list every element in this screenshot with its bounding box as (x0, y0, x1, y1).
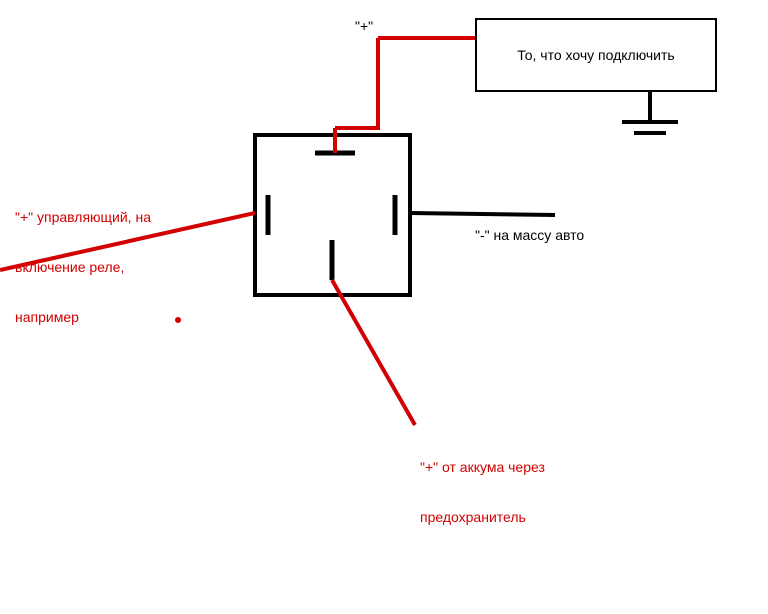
ground-label: "-" на массу авто (475, 227, 584, 244)
ctrl-plus-line3: например (15, 309, 151, 326)
device-box: То, что хочу подключить (475, 18, 717, 92)
batt-label: "+" от аккума через предохранитель (420, 425, 545, 543)
stray-dot (175, 317, 181, 323)
ctrl-plus-line1: "+" управляющий, на (15, 209, 151, 226)
plus-label: "+" (355, 18, 373, 35)
wire-black-ground (410, 213, 555, 215)
ctrl-plus-label: "+" управляющий, на включение реле, напр… (15, 175, 151, 343)
ctrl-plus-line2: включение реле, (15, 259, 151, 276)
batt-line1: "+" от аккума через (420, 459, 545, 476)
wire-red-fuse (332, 280, 415, 425)
device-box-label: То, что хочу подключить (517, 47, 674, 63)
relay-box (255, 135, 410, 295)
batt-line2: предохранитель (420, 509, 545, 526)
